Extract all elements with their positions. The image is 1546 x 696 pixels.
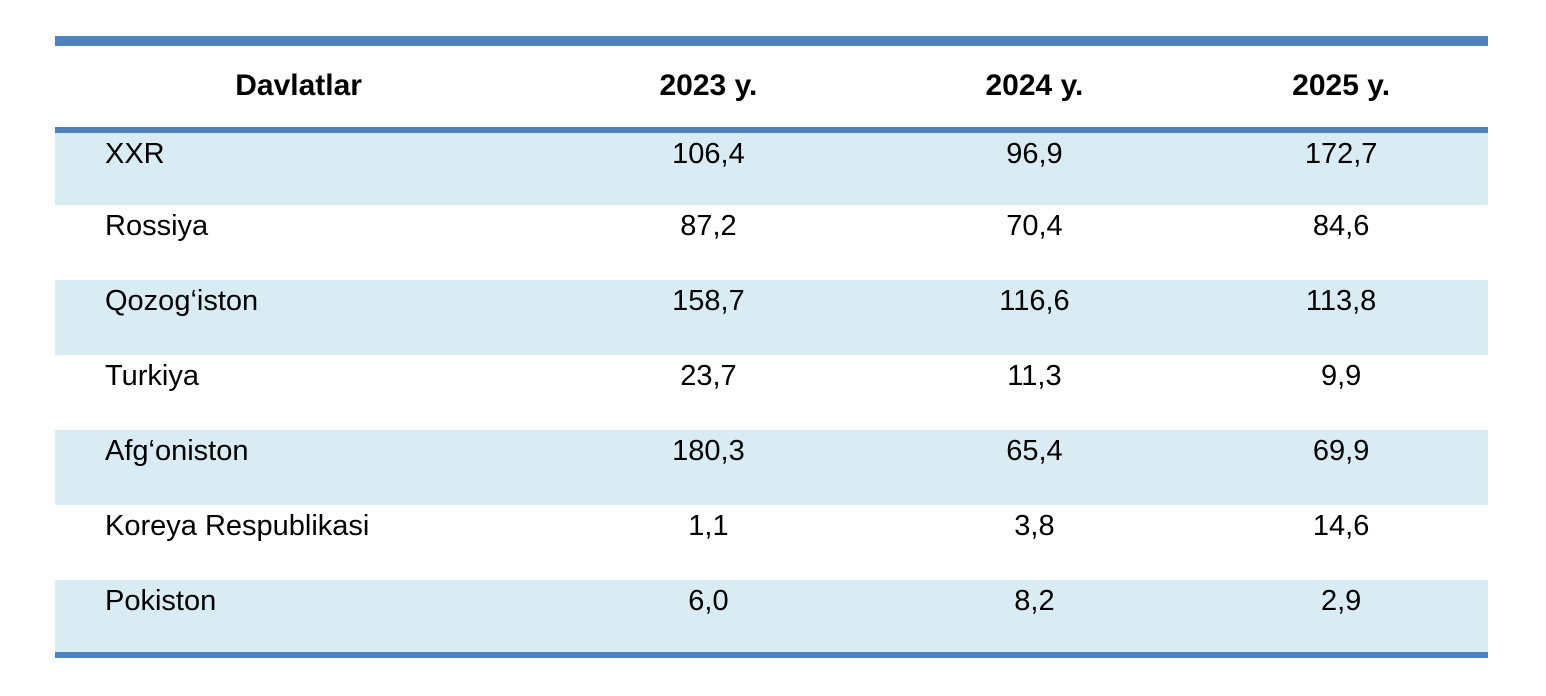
value-cell-2024: 65,4	[1006, 435, 1063, 467]
value-cell-2023: 87,2	[680, 210, 737, 242]
value-cell-2025: 69,9	[1312, 435, 1370, 467]
country-cell: Rossiya	[105, 210, 209, 242]
value-cell-2024: 70,4	[1006, 210, 1063, 242]
value-cell-2024: 8,2	[1014, 585, 1055, 617]
value-cell-2025: 84,6	[1312, 210, 1370, 242]
country-cell: Pokiston	[105, 585, 217, 617]
value-cell-2023: 23,7	[680, 360, 737, 392]
value-cell-2025: 172,7	[1304, 138, 1378, 170]
column-header-countries: Davlatlar	[55, 41, 543, 133]
column-header-2023: 2023 y.	[542, 41, 875, 133]
value-cell-2023: 6,0	[688, 585, 729, 617]
column-header-2024: 2024 y.	[874, 41, 1195, 133]
value-cell-2025: 14,6	[1312, 510, 1370, 542]
table-row: Rossiya 87,2 70,4 84,6	[55, 205, 1488, 280]
value-cell-2024: 96,9	[1006, 138, 1063, 170]
value-cell-2024: 116,6	[999, 285, 1070, 317]
country-cell: Turkiya	[105, 360, 199, 392]
table-header-row: Davlatlar 2023 y. 2024 y. 2025 y.	[55, 41, 1488, 133]
country-cell: Koreya Respublikasi	[105, 510, 370, 542]
value-cell-2023: 158,7	[672, 285, 745, 317]
value-cell-2024: 11,3	[1007, 360, 1062, 392]
table-row: Pokiston 6,0 8,2 2,9	[55, 580, 1488, 655]
value-cell-2025: 113,8	[1305, 285, 1377, 317]
country-cell: XXR	[105, 138, 165, 170]
column-header-2025: 2025 y.	[1194, 41, 1488, 133]
country-cell: Afg‘oniston	[105, 435, 249, 467]
table-row: Afg‘oniston 180,3 65,4 69,9	[55, 430, 1488, 505]
value-cell-2025: 2,9	[1320, 585, 1362, 617]
value-cell-2024: 3,8	[1014, 510, 1055, 542]
table-row: Turkiya 23,7 11,3 9,9	[55, 355, 1488, 430]
country-cell: Qozog‘iston	[105, 285, 259, 317]
table-row: Qozog‘iston 158,7 116,6 113,8	[55, 280, 1488, 355]
value-cell-2023: 180,3	[672, 435, 745, 467]
value-cell-2025: 9,9	[1320, 360, 1362, 392]
value-cell-2023: 1,1	[688, 510, 729, 542]
table-row: Koreya Respublikasi 1,1 3,8 14,6	[55, 505, 1488, 580]
table-row: XXR 106,4 96,9 172,7	[55, 130, 1488, 205]
value-cell-2023: 106,4	[672, 138, 745, 170]
countries-years-table: Davlatlar 2023 y. 2024 y. 2025 y. XXR 10…	[55, 36, 1488, 658]
